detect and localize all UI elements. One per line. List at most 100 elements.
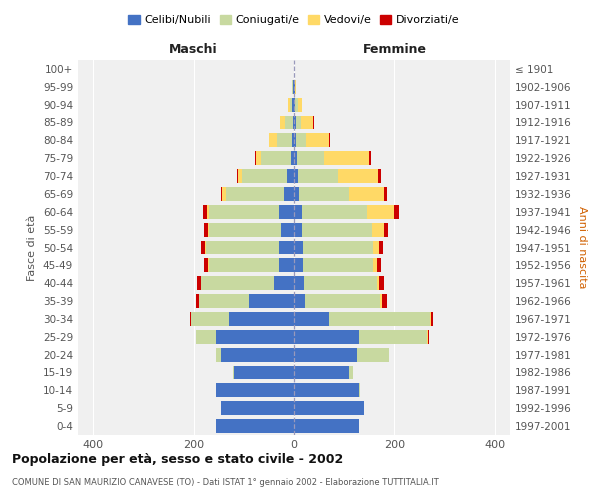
Bar [281, 222, 294, 236]
Bar [303, 258, 373, 272]
Bar [382, 294, 387, 308]
Text: Femmine: Femmine [362, 44, 427, 57]
Bar [216, 330, 294, 344]
Bar [209, 222, 281, 236]
Bar [294, 240, 303, 254]
Bar [286, 116, 293, 130]
Bar [201, 240, 205, 254]
Bar [294, 187, 299, 201]
Bar [294, 294, 305, 308]
Bar [205, 240, 206, 254]
Bar [233, 366, 234, 380]
Bar [294, 384, 359, 398]
Bar [305, 294, 380, 308]
Bar [385, 222, 388, 236]
Bar [249, 294, 294, 308]
Bar [292, 98, 294, 112]
Bar [280, 116, 286, 130]
Bar [216, 384, 294, 398]
Bar [372, 222, 385, 236]
Bar [379, 169, 381, 183]
Bar [199, 294, 249, 308]
Bar [216, 419, 294, 433]
Bar [370, 151, 371, 165]
Bar [209, 205, 279, 219]
Bar [301, 116, 313, 130]
Bar [221, 348, 294, 362]
Bar [290, 98, 292, 112]
Bar [295, 80, 296, 94]
Bar [197, 276, 200, 290]
Text: Maschi: Maschi [169, 44, 218, 57]
Bar [221, 187, 222, 201]
Bar [294, 151, 296, 165]
Bar [190, 312, 191, 326]
Bar [338, 169, 379, 183]
Bar [298, 169, 338, 183]
Bar [294, 366, 349, 380]
Bar [191, 312, 229, 326]
Bar [377, 276, 379, 290]
Bar [292, 151, 294, 165]
Bar [294, 348, 357, 362]
Bar [204, 258, 208, 272]
Bar [298, 98, 302, 112]
Bar [379, 276, 385, 290]
Bar [303, 240, 373, 254]
Y-axis label: Anni di nascita: Anni di nascita [577, 206, 587, 289]
Bar [349, 366, 353, 380]
Bar [428, 330, 429, 344]
Bar [288, 98, 290, 112]
Bar [292, 134, 294, 147]
Bar [209, 258, 279, 272]
Bar [294, 222, 302, 236]
Bar [279, 240, 294, 254]
Bar [279, 258, 294, 272]
Bar [324, 151, 370, 165]
Bar [269, 134, 277, 147]
Bar [304, 276, 377, 290]
Bar [294, 169, 298, 183]
Bar [208, 222, 209, 236]
Bar [274, 276, 294, 290]
Bar [359, 384, 361, 398]
Bar [359, 330, 427, 344]
Legend: Celibi/Nubili, Coniugati/e, Vedovi/e, Divorziati/e: Celibi/Nubili, Coniugati/e, Vedovi/e, Di… [124, 10, 464, 30]
Bar [296, 116, 301, 130]
Bar [206, 240, 279, 254]
Bar [294, 419, 359, 433]
Bar [377, 258, 382, 272]
Bar [380, 294, 382, 308]
Bar [296, 134, 306, 147]
Bar [427, 330, 428, 344]
Bar [203, 205, 206, 219]
Bar [294, 98, 295, 112]
Bar [229, 312, 294, 326]
Bar [294, 312, 329, 326]
Bar [294, 276, 304, 290]
Bar [292, 80, 293, 94]
Bar [357, 348, 389, 362]
Bar [373, 258, 377, 272]
Bar [287, 169, 294, 183]
Text: COMUNE DI SAN MAURIZIO CANAVESE (TO) - Dati ISTAT 1° gennaio 2002 - Elaborazione: COMUNE DI SAN MAURIZIO CANAVESE (TO) - D… [12, 478, 439, 487]
Bar [294, 134, 296, 147]
Bar [294, 401, 364, 415]
Bar [430, 312, 431, 326]
Bar [294, 205, 302, 219]
Bar [201, 276, 274, 290]
Bar [294, 258, 303, 272]
Bar [306, 134, 329, 147]
Y-axis label: Fasce di età: Fasce di età [28, 214, 37, 280]
Bar [431, 312, 433, 326]
Bar [296, 151, 324, 165]
Bar [385, 187, 387, 201]
Bar [373, 240, 379, 254]
Bar [226, 187, 284, 201]
Bar [222, 187, 226, 201]
Bar [295, 98, 298, 112]
Bar [196, 294, 199, 308]
Bar [284, 187, 294, 201]
Bar [237, 169, 238, 183]
Bar [277, 134, 292, 147]
